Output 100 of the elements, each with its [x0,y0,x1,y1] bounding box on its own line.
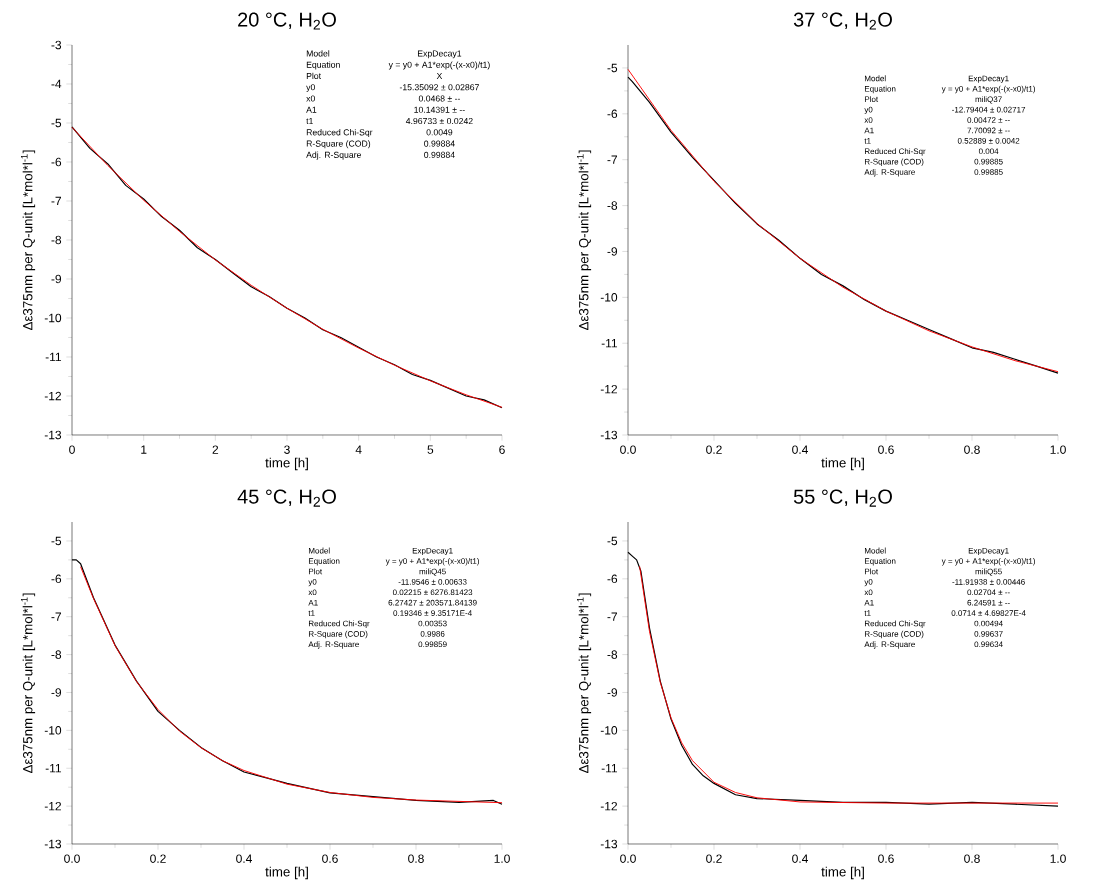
annotation: 4.96733 ± 0.0242 [405,117,473,125]
annotation: miliQ45 [419,568,446,576]
x-tick-label: 0.8 [408,854,424,863]
y-tick-label: -12 [44,391,61,401]
annotation: y = y0 + A1*exp(-(x-x0)/t1) [385,558,480,566]
annotation: x0 [864,117,873,123]
annotation: R-Square (COD) [306,140,371,149]
annotation: ExpDecay1 [417,50,462,59]
annotation: Equation [864,85,896,94]
annotation: 0.00472 ± -- [967,117,1010,123]
annotation: ExpDecay1 [968,75,1009,83]
annotation: 0.9986 [420,631,445,637]
x-tick-label: 0 [69,445,75,454]
annotation: Plot [308,568,323,575]
y-tick-label: -6 [607,574,618,584]
annotation: Reduced Chi-Sqr [864,148,926,156]
annotation: x0 [306,95,315,102]
annotation: miliQ37 [975,96,1002,104]
chart-title: 37 °C, H$_{2}$O [793,12,892,30]
annotation: R-Square (COD) [864,630,924,639]
annotation: Plot [864,96,879,103]
chart-title: 20 °C, H$_{2}$O [238,12,336,30]
x-tick-label: 4 [355,445,362,454]
annotation: Reduced Chi-Sqr [308,620,370,628]
annotation: y = y0 + A1*exp(-(x-x0)/t1) [941,558,1036,566]
x-tick-label: 0.4 [792,445,808,454]
annotation: ExpDecay1 [412,547,453,556]
y-tick-label: -10 [600,726,618,735]
annotation: Model [864,547,886,554]
y-axis-title: Δε375nm per Q-unit [L*mol*l$^{-1}$] [577,150,592,331]
annotation: Adj. R-Square [308,641,359,649]
annotation: X [436,73,443,79]
y-tick-label: -13 [600,839,618,849]
x-tick-label: 0.2 [706,445,722,454]
x-tick-label: 5 [427,445,434,454]
y-tick-label: -9 [607,247,618,256]
annotation: 0.00353 [418,620,447,627]
x-tick-label: 1.0 [1050,445,1066,454]
chart-title: 55 °C, H$_{2}$O [793,489,892,507]
x-tick-label: 0.0 [64,854,80,863]
y-tick-label: -6 [607,109,618,119]
y-tick-label: -3 [51,40,62,50]
annotation: 6.27427 ± 203571.84139 [388,599,477,606]
y-tick-label: -11 [45,764,62,773]
y-tick-label: -11 [45,352,62,362]
annotation: Equation [864,558,896,566]
annotation: x0 [308,589,317,596]
annotation: A1 [864,599,874,606]
x-tick-label: 0.6 [878,854,894,863]
annotation: Equation [306,61,340,70]
y-tick-label: -9 [51,274,62,284]
y-tick-label: -7 [51,612,61,621]
annotation: Plot [306,72,322,80]
annotation: -12.79404 ± 0.02717 [952,106,1026,113]
annotation: Adj. R-Square [306,151,361,160]
y-tick-label: -5 [51,118,62,128]
annotation: 0.19346 ± 9.35171E-4 [393,610,472,616]
y-tick-label: -7 [607,612,617,621]
annotation: 7.70092 ± -- [967,127,1010,134]
y-tick-label: -8 [51,650,62,659]
y-tick-label: -12 [600,801,617,811]
x-tick-label: 0.0 [620,445,636,454]
x-tick-label: 0.6 [878,445,894,454]
annotation: t1 [306,118,313,125]
x-tick-label: 0.2 [706,854,722,863]
annotation: Equation [308,558,340,566]
y-tick-label: -8 [51,235,62,245]
x-tick-label: 0.4 [236,854,252,863]
annotation: Reduced Chi-Sqr [306,129,373,138]
annotation: Reduced Chi-Sqr [864,620,926,628]
annotation: t1 [864,138,871,144]
y-tick-label: -10 [44,726,62,735]
y-tick-label: -8 [607,201,618,210]
y-tick-label: -10 [600,293,618,302]
annotation: 0.99885 [974,169,1003,175]
x-axis-title: time [h] [265,866,308,880]
y-tick-label: -5 [51,536,62,546]
annotation: 0.0714 ± 4.69827E-4 [951,610,1026,616]
annotation: 10.14391 ± -- [414,106,465,113]
y-tick-label: -5 [607,536,618,546]
annotation: 0.99884 [424,140,455,147]
annotation: Model [864,75,886,82]
y-tick-label: -9 [51,688,62,697]
y-axis-title: Δε375nm per Q-unit [L*mol*l$^{-1}$] [21,593,36,774]
annotation: 0.004 [978,148,999,155]
annotation: 0.99634 [974,641,1003,648]
annotation: y = y0 + A1*exp(-(x-x0)/t1) [388,61,490,70]
annotation: -11.9546 ± 0.00633 [398,579,467,585]
annotation: 0.99885 [974,158,1003,165]
x-tick-label: 0.4 [792,854,808,863]
annotation: 0.99884 [424,151,455,158]
annotation: 0.0049 [426,129,453,136]
annotation: 0.02215 ± 6276.81423 [392,589,473,596]
annotation: 0.99859 [418,641,447,648]
y-tick-label: -7 [51,196,61,206]
annotation: t1 [864,610,871,616]
y-tick-label: -11 [601,339,618,348]
x-tick-label: 1 [141,445,147,454]
annotation: t1 [308,610,315,616]
x-tick-label: 6 [499,445,505,454]
